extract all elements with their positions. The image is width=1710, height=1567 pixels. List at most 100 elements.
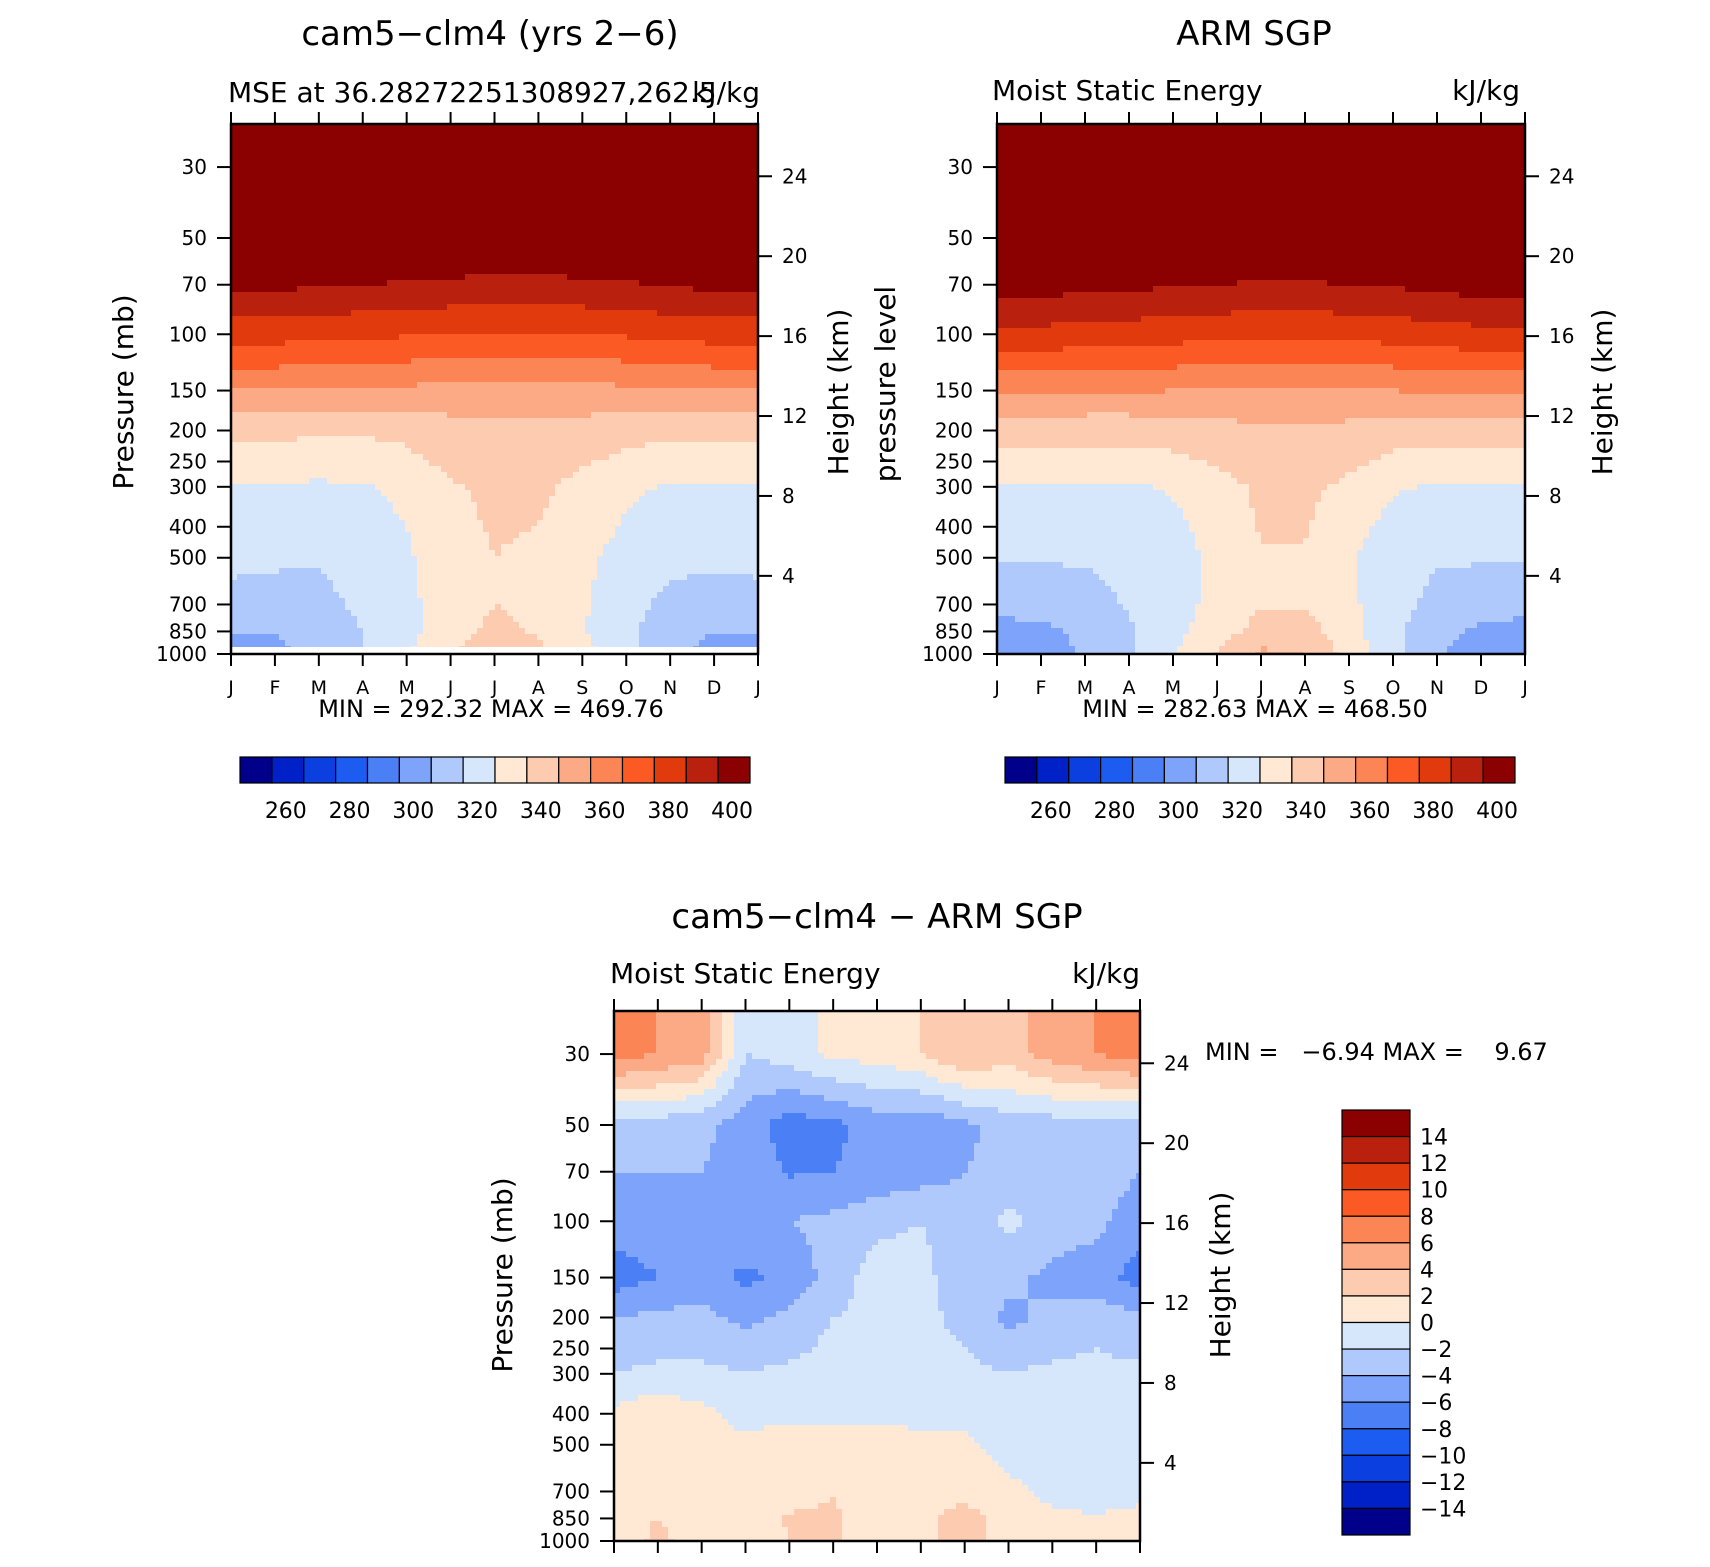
contour-cell: [597, 268, 604, 275]
contour-cell: [243, 280, 250, 287]
contour-cell: [513, 304, 520, 311]
contour-cell: [345, 202, 352, 209]
contour-cell: [315, 310, 322, 317]
contour-cell: [591, 316, 598, 323]
contour-cell: [399, 208, 406, 215]
contour-cell: [279, 430, 286, 437]
contour-cell: [501, 148, 508, 155]
contour-cell: [639, 262, 646, 269]
contour-cell: [663, 256, 670, 263]
contour-cell: [381, 352, 388, 359]
contour-cell: [723, 220, 730, 227]
contour-cell: [405, 148, 412, 155]
contour-cell: [543, 160, 550, 167]
contour-cell: [231, 172, 238, 179]
contour-cell: [735, 130, 742, 137]
contour-cell: [381, 244, 388, 251]
contour-cell: [687, 124, 694, 131]
contour-cell: [567, 268, 574, 275]
contour-cell: [279, 214, 286, 221]
contour-cell: [393, 172, 400, 179]
contour-cell: [669, 250, 676, 257]
contour-cell: [705, 178, 712, 185]
contour-cell: [255, 358, 262, 365]
contour-cell: [303, 208, 310, 215]
contour-cell: [597, 154, 604, 161]
contour-cell: [291, 232, 298, 239]
contour-cell: [513, 340, 520, 347]
contour-cell: [435, 448, 442, 455]
contour-cell: [567, 214, 574, 221]
contour-cell: [441, 334, 448, 341]
contour-cell: [561, 364, 568, 371]
contour-cell: [465, 292, 472, 299]
contour-cell: [657, 436, 664, 443]
contour-cell: [483, 322, 490, 329]
contour-cell: [741, 124, 748, 131]
contour-cell: [543, 232, 550, 239]
contour-cell: [735, 430, 742, 437]
contour-cell: [615, 238, 622, 245]
contour-cell: [447, 232, 454, 239]
contour-cell: [663, 298, 670, 305]
contour-cell: [735, 136, 742, 143]
contour-cell: [621, 352, 628, 359]
contour-cell: [543, 274, 550, 281]
contour-cell: [669, 130, 676, 137]
contour-cell: [261, 454, 268, 461]
contour-cell: [267, 238, 274, 245]
contour-cell: [681, 238, 688, 245]
contour-cell: [627, 310, 634, 317]
contour-cell: [363, 406, 370, 413]
contour-cell: [753, 334, 758, 341]
contour-cell: [273, 304, 280, 311]
contour-cell: [567, 130, 574, 137]
contour-cell: [471, 172, 478, 179]
contour-cell: [633, 220, 640, 227]
contour-cell: [483, 124, 490, 131]
contour-cell: [333, 280, 340, 287]
contour-cell: [459, 202, 466, 209]
contour-cell: [609, 436, 616, 443]
contour-cell: [753, 160, 758, 167]
contour-cell: [297, 418, 304, 425]
contour-cell: [711, 412, 718, 419]
contour-cell: [543, 268, 550, 275]
contour-cell: [303, 316, 310, 323]
contour-cell: [297, 268, 304, 275]
contour-cell: [699, 160, 706, 167]
contour-cell: [543, 340, 550, 347]
contour-cell: [297, 448, 304, 455]
contour-cell: [357, 352, 364, 359]
contour-cell: [657, 358, 664, 365]
contour-cell: [231, 220, 238, 227]
contour-cell: [249, 394, 256, 401]
contour-cell: [381, 208, 388, 215]
contour-cell: [615, 406, 622, 413]
contour-cell: [393, 454, 400, 461]
contour-cell: [339, 454, 346, 461]
contour-cell: [747, 292, 754, 299]
contour-cell: [429, 280, 436, 287]
contour-cell: [393, 220, 400, 227]
contour-cell: [705, 136, 712, 143]
contour-cell: [663, 406, 670, 413]
contour-cell: [279, 256, 286, 263]
contour-cell: [573, 454, 580, 461]
contour-cell: [363, 412, 370, 419]
contour-cell: [297, 334, 304, 341]
contour-cell: [243, 172, 250, 179]
contour-cell: [489, 130, 496, 137]
contour-cell: [405, 154, 412, 161]
contour-cell: [735, 406, 742, 413]
contour-cell: [561, 196, 568, 203]
contour-cell: [711, 238, 718, 245]
contour-cell: [285, 274, 292, 281]
contour-cell: [705, 304, 712, 311]
contour-cell: [411, 124, 418, 131]
contour-cell: [357, 304, 364, 311]
contour-cell: [465, 154, 472, 161]
contour-cell: [573, 322, 580, 329]
contour-cell: [627, 454, 634, 461]
contour-cell: [309, 214, 316, 221]
